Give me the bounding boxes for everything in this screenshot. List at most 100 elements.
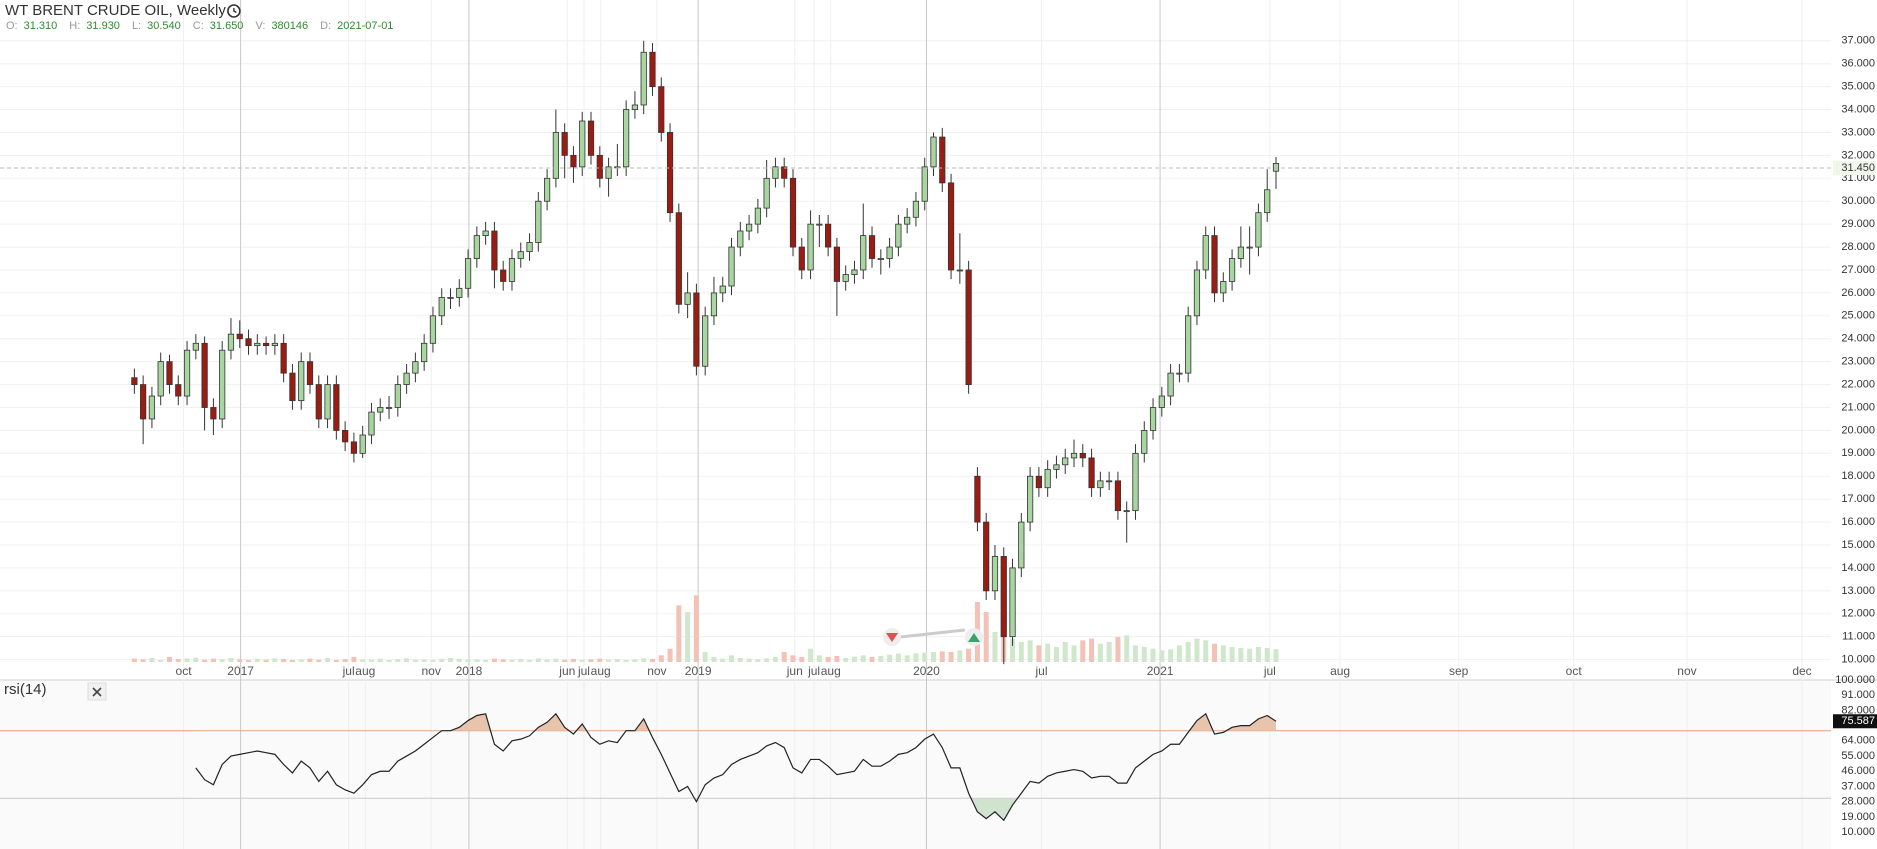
volume-bar bbox=[799, 657, 805, 662]
volume-bar bbox=[404, 658, 410, 662]
candle-body bbox=[1228, 258, 1236, 282]
candle-body bbox=[631, 104, 639, 110]
candle-body bbox=[1264, 189, 1271, 214]
candle-body bbox=[789, 177, 797, 248]
volume-bar bbox=[1106, 642, 1112, 662]
candle-body bbox=[921, 166, 928, 202]
volume-bar bbox=[1203, 640, 1209, 662]
rsi-pane bbox=[0, 680, 1831, 849]
candle-body bbox=[227, 333, 235, 351]
volume-bar bbox=[1010, 638, 1016, 662]
y-tick-label: 11.000 bbox=[1842, 631, 1875, 643]
volume-bar bbox=[1062, 642, 1068, 662]
y-tick-label: 27.000 bbox=[1841, 264, 1875, 276]
y-tick-label: 12.000 bbox=[1841, 608, 1875, 620]
volume-bar bbox=[667, 648, 673, 662]
legend-value: 31.310 bbox=[24, 20, 58, 32]
volume-bar bbox=[263, 659, 269, 662]
buy-marker bbox=[968, 633, 980, 642]
legend-value: 31.650 bbox=[210, 20, 244, 32]
x-tick-label: nov bbox=[1677, 664, 1696, 678]
rsi-tick-label: 37.000 bbox=[1841, 780, 1875, 792]
x-tick-label: 2021 bbox=[1147, 664, 1174, 678]
y-tick-label: 32.000 bbox=[1841, 149, 1875, 161]
candle-body bbox=[728, 246, 735, 287]
volume-bar bbox=[474, 659, 480, 662]
candle-body bbox=[368, 411, 375, 436]
candle-body bbox=[1114, 480, 1122, 512]
volume-bar bbox=[1238, 648, 1244, 662]
volume-bar bbox=[333, 660, 339, 662]
candle-body bbox=[1167, 372, 1174, 397]
volume-bar bbox=[518, 659, 524, 662]
y-tick-label: 33.000 bbox=[1841, 126, 1875, 138]
candle-body bbox=[1088, 457, 1095, 489]
volume-bar bbox=[140, 659, 146, 662]
marker-link bbox=[899, 628, 966, 639]
y-tick-label: 21.000 bbox=[1841, 401, 1875, 413]
rsi-value-label: 75.587 bbox=[1841, 715, 1875, 727]
x-tick-label: 2020 bbox=[913, 664, 940, 678]
volume-bar bbox=[1018, 642, 1024, 662]
candle-body bbox=[1070, 452, 1078, 459]
volume-bar bbox=[772, 657, 778, 662]
volume-bar bbox=[228, 658, 234, 662]
candle-body bbox=[1272, 163, 1280, 172]
volume-bar bbox=[1080, 640, 1086, 662]
volume-bar bbox=[1159, 650, 1165, 662]
candle-body bbox=[166, 361, 173, 385]
volume-bar bbox=[992, 632, 998, 662]
volume-bar bbox=[570, 659, 576, 662]
close-indicator[interactable] bbox=[87, 682, 107, 701]
volume-bar bbox=[1273, 649, 1279, 662]
volume-bar bbox=[360, 659, 366, 662]
volume-bar bbox=[254, 658, 260, 662]
candle-body bbox=[500, 269, 507, 282]
candle-body bbox=[429, 315, 437, 344]
volume-bar bbox=[553, 658, 559, 662]
candle-body bbox=[974, 475, 981, 523]
volume-bar bbox=[456, 659, 462, 662]
candle-body bbox=[658, 86, 665, 133]
volume-bar bbox=[237, 659, 243, 662]
oversold-fill bbox=[195, 798, 1276, 821]
candle-body bbox=[623, 109, 630, 168]
candle-body bbox=[1123, 510, 1130, 513]
volume-bar bbox=[957, 650, 963, 662]
candle-body bbox=[1079, 452, 1086, 459]
volume-bar bbox=[1220, 645, 1226, 662]
volume-bar bbox=[966, 648, 972, 662]
volume-bar bbox=[562, 659, 568, 662]
close-icon[interactable] bbox=[92, 687, 102, 697]
legend-value: 2021-07-01 bbox=[337, 20, 393, 32]
volume-bar bbox=[693, 595, 699, 662]
volume-bar bbox=[1089, 638, 1095, 662]
y-tick-label: 37.000 bbox=[1841, 35, 1875, 47]
volume-bar bbox=[808, 648, 814, 662]
candles bbox=[131, 40, 1280, 665]
candle-body bbox=[148, 395, 156, 420]
ohlc-legend: O: 31.310 H: 31.930 L: 30.540 C: 31.650 V: 380146… bbox=[6, 20, 393, 32]
volume-bar bbox=[421, 659, 427, 662]
legend-value: 380146 bbox=[271, 20, 308, 32]
y-tick-label: 10.000 bbox=[1841, 654, 1875, 666]
candle-body bbox=[201, 342, 208, 408]
candle-body bbox=[719, 285, 726, 294]
clock-icon[interactable] bbox=[227, 4, 241, 18]
volume bbox=[131, 595, 1279, 662]
x-tick-label: oct bbox=[176, 664, 193, 678]
candle-body bbox=[877, 258, 884, 260]
volume-bar bbox=[737, 658, 743, 662]
candle-body bbox=[825, 223, 832, 248]
candle-body bbox=[1035, 475, 1042, 489]
volume-bar bbox=[588, 659, 594, 662]
y-tick-label: 22.000 bbox=[1841, 378, 1875, 390]
volume-bar bbox=[202, 659, 208, 662]
rsi-tick-label: 91.000 bbox=[1841, 689, 1875, 701]
candle-body bbox=[851, 269, 858, 275]
x-tick-label: jul bbox=[1263, 664, 1276, 678]
candle-body bbox=[1246, 246, 1253, 249]
candle-body bbox=[772, 166, 779, 179]
volume-bar bbox=[632, 659, 638, 662]
candle-body bbox=[561, 132, 568, 156]
